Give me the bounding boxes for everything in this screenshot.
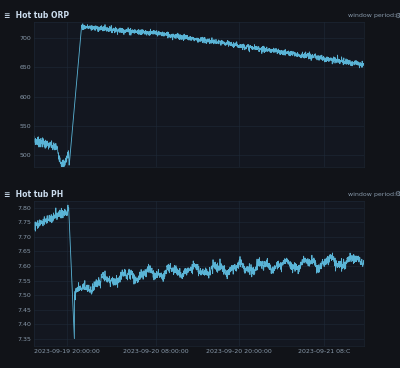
Text: ≡  Hot tub ORP: ≡ Hot tub ORP [4,11,69,20]
Text: window period: 1680000ms: window period: 1680000ms [348,13,400,18]
Text: ⚙: ⚙ [394,191,400,197]
Text: window period: 1680000ms: window period: 1680000ms [348,192,400,197]
Text: ⚙: ⚙ [394,13,400,19]
Text: ≡  Hot tub PH: ≡ Hot tub PH [4,190,63,199]
